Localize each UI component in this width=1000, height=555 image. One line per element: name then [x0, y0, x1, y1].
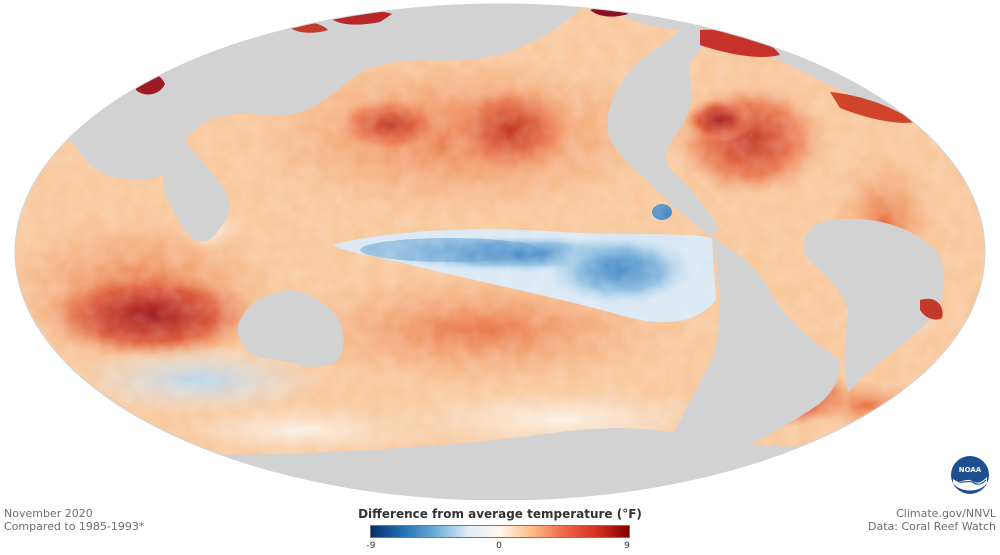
land-australia — [237, 290, 344, 367]
legend-tick-min: -9 — [366, 541, 376, 551]
legend-tick-zero: 0 — [496, 541, 502, 551]
legend-title: Difference from average temperature (°F) — [358, 507, 642, 521]
land-africa — [802, 218, 945, 392]
land-south-america — [660, 238, 841, 478]
source-label: Climate.gov/NNVL — [896, 507, 996, 520]
legend-color-bar — [370, 525, 630, 538]
logo-text: NOAA — [959, 466, 982, 474]
data-credit-label: Data: Coral Reef Watch — [868, 520, 996, 533]
sea-surface-temperature-map — [14, 3, 986, 500]
baseline-label: Compared to 1985-1993* — [4, 520, 145, 533]
left-credit: November 2020 Compared to 1985-1993* — [4, 507, 144, 533]
land-north-america — [590, 4, 780, 238]
legend-tick-max: 9 — [624, 541, 630, 551]
land-east-asia — [163, 140, 230, 242]
date-label: November 2020 — [4, 507, 93, 520]
noaa-logo-icon: NOAA — [951, 456, 989, 494]
right-credit: Climate.gov/NNVL Data: Coral Reef Watch — [868, 507, 996, 533]
